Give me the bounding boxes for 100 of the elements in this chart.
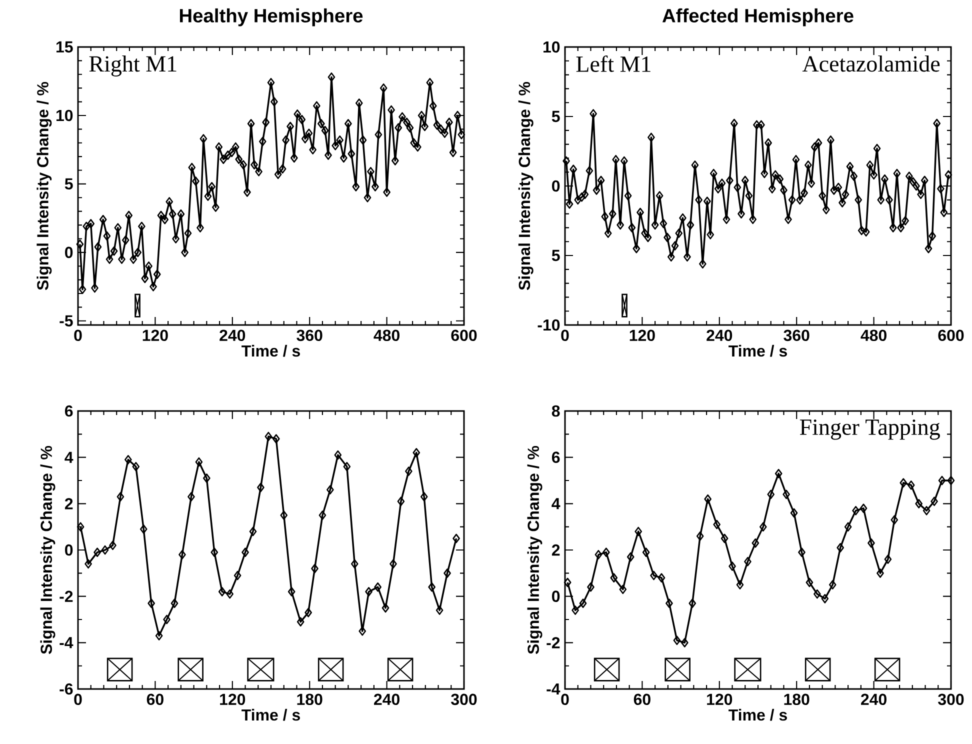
point [666, 598, 673, 608]
point [814, 589, 821, 599]
y-tick-label: 2 [64, 498, 73, 510]
point [397, 496, 405, 506]
point [790, 508, 798, 518]
x-tick-label: 480 [860, 330, 886, 342]
y-tick-label: -4 [60, 637, 74, 648]
x-tick-label: 120 [142, 330, 168, 342]
point [680, 638, 688, 648]
y-tick-label: 5 [552, 250, 560, 262]
point [140, 524, 148, 534]
point [806, 578, 814, 588]
point [619, 584, 627, 594]
point [634, 526, 642, 536]
chart-title: Healthy Hemisphere [180, 8, 363, 26]
point [249, 526, 257, 536]
x-tick-label: 120 [220, 694, 246, 706]
y-tick-label: 4 [64, 452, 74, 463]
point [907, 480, 915, 490]
point [736, 580, 744, 590]
point [572, 606, 579, 615]
point [163, 614, 170, 624]
annotation: Acetazolamide [802, 55, 940, 72]
point [642, 548, 650, 557]
x-tick-label: 600 [938, 330, 964, 342]
y-axis-title: Signal Intensity Change / % [518, 82, 534, 290]
point [767, 490, 775, 500]
point [774, 468, 782, 478]
point [782, 490, 790, 500]
point [728, 562, 736, 571]
point [876, 568, 884, 578]
point [132, 462, 140, 472]
x-tick-label: 240 [220, 330, 246, 342]
x-tick-label: 300 [451, 694, 477, 706]
point [155, 631, 163, 640]
point [922, 506, 930, 516]
point [272, 434, 280, 444]
y-tick-label: 0 [65, 544, 73, 556]
annotation: Right M1 [89, 55, 176, 76]
point [365, 587, 372, 596]
y-tick-label: 0 [65, 246, 73, 258]
y-tick-label: -6 [60, 683, 73, 695]
point [148, 598, 156, 608]
point [828, 580, 836, 590]
y-tick-label: -2 [60, 590, 73, 602]
point [170, 598, 178, 608]
point [900, 478, 908, 488]
point [257, 482, 264, 492]
point [938, 476, 946, 486]
point [116, 492, 124, 502]
point [602, 548, 610, 557]
point [124, 454, 132, 464]
x-tick-label: 360 [784, 330, 810, 342]
point [334, 450, 342, 460]
point [374, 582, 382, 592]
point [109, 540, 116, 550]
point [930, 496, 938, 506]
point [704, 494, 712, 504]
point [178, 550, 186, 560]
point [564, 578, 572, 588]
x-tick-label: 0 [74, 330, 82, 342]
point [798, 548, 806, 557]
point [713, 520, 720, 530]
point [390, 559, 397, 569]
point [188, 492, 195, 502]
point [76, 522, 84, 532]
point [579, 598, 587, 608]
point [202, 474, 210, 483]
point [436, 606, 444, 615]
point [658, 573, 666, 582]
point [94, 548, 101, 557]
y-tick-label: 15 [56, 41, 73, 53]
point [358, 626, 366, 636]
point [610, 573, 618, 582]
point [234, 570, 242, 580]
y-axis-title: Signal Intensity Change / % [527, 446, 542, 654]
point [280, 510, 288, 520]
point [311, 564, 318, 574]
point [744, 556, 752, 566]
y-axis-title: Signal Intensity Change / % [36, 82, 52, 290]
point [326, 485, 334, 494]
point [405, 466, 412, 476]
y-tick-label: 10 [56, 110, 73, 122]
x-axis-title: Time / s [728, 344, 787, 357]
point [696, 531, 704, 541]
point [852, 506, 860, 516]
point [594, 550, 602, 560]
point [84, 559, 92, 569]
y-tick-label: -2 [546, 637, 560, 648]
y-tick-label: 8 [552, 405, 560, 417]
x-tick-label: 0 [561, 694, 569, 706]
point [844, 522, 852, 532]
point [947, 476, 955, 486]
x-axis-title: Time / s [728, 708, 787, 721]
point [752, 538, 760, 548]
point [673, 636, 681, 646]
x-tick-label: 0 [561, 330, 569, 342]
annotation: Finger Tapping [800, 419, 940, 440]
y-tick-label: 0 [552, 180, 560, 192]
x-tick-label: 180 [784, 694, 810, 706]
